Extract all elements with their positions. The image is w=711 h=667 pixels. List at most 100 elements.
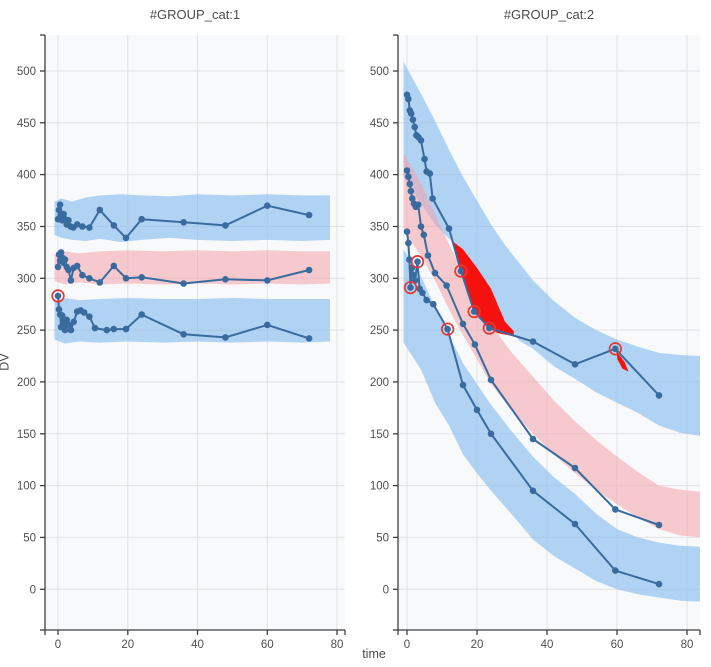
flagged-point-circle (410, 255, 425, 269)
data-point (486, 324, 493, 332)
panel-1: 0 50 100 150 200 250 300 350 400 450 500 0 20 40 60 80 (17, 34, 346, 651)
data-point (405, 173, 412, 180)
axes (393, 34, 701, 635)
data-point (529, 435, 537, 443)
flagged-point-circle (608, 342, 622, 356)
data-point (80, 309, 88, 316)
data-point (67, 277, 75, 284)
data-point (138, 311, 145, 318)
data-point (612, 506, 619, 513)
y-axis-label: DV (0, 353, 12, 371)
data-point (264, 277, 271, 284)
percentile-line-p10 (403, 228, 663, 588)
data-point (65, 217, 72, 224)
percentile-line-p50 (54, 249, 313, 287)
data-point (86, 275, 93, 282)
y-tick-label: 150 (370, 429, 389, 441)
data-point (65, 266, 72, 274)
x-tick-label: 60 (611, 639, 624, 651)
data-point (417, 137, 425, 144)
data-point (407, 110, 415, 117)
tick-labels: 0 50 100 150 200 250 300 350 400 450 500 0 20 40 60 80 (17, 66, 344, 651)
data-point (86, 313, 93, 321)
data-point (264, 202, 271, 209)
data-point (86, 224, 93, 231)
y-tick-label: 300 (370, 273, 389, 285)
data-point (444, 325, 451, 333)
x-tick-label: 40 (191, 639, 204, 651)
data-point (407, 187, 415, 195)
x-tick-label: 80 (681, 639, 694, 651)
data-point (67, 326, 75, 334)
flagged-point-circle (51, 289, 65, 303)
y-tick-label: 200 (370, 377, 389, 389)
data-point (122, 234, 130, 242)
data-point (110, 262, 118, 270)
data-point (103, 326, 111, 334)
data-point (406, 180, 414, 188)
y-tick-label: 400 (17, 170, 36, 182)
y-tick-label: 400 (370, 170, 389, 182)
data-point (409, 195, 416, 202)
data-point (305, 211, 313, 219)
data-point (405, 239, 412, 247)
data-point (222, 276, 229, 283)
y-tick-label: 450 (17, 118, 36, 130)
data-point (571, 361, 579, 368)
x-tick-label: 0 (55, 639, 61, 651)
data-point (63, 316, 70, 324)
data-point (65, 321, 72, 329)
y-tick-label: 200 (17, 377, 36, 389)
data-point (529, 338, 537, 345)
data-point (471, 341, 479, 348)
y-tick-label: 100 (17, 481, 36, 493)
data-point (655, 580, 663, 588)
data-point (414, 201, 422, 208)
y-tick-label: 500 (370, 66, 389, 78)
y-tick-label: 0 (30, 584, 36, 596)
data-point (180, 280, 187, 287)
data-point (407, 284, 414, 291)
data-point (410, 271, 417, 279)
y-tick-label: 250 (17, 325, 36, 337)
y-tick-label: 0 (383, 584, 389, 596)
x-tick-label: 0 (404, 639, 410, 651)
x-tick-label: 20 (471, 639, 484, 651)
data-point (443, 282, 450, 289)
y-tick-label: 300 (17, 273, 36, 285)
data-point (110, 325, 118, 333)
percentile-line-p90 (54, 201, 313, 242)
y-tick-label: 450 (370, 118, 389, 130)
data-point (487, 376, 495, 384)
y-tick-label: 150 (17, 429, 36, 441)
x-tick-label: 20 (121, 639, 134, 651)
data-point (79, 223, 86, 230)
data-point (414, 258, 421, 266)
flagged-point-circle (440, 322, 455, 336)
x-tick-label: 40 (541, 639, 554, 651)
data-point (122, 325, 130, 333)
data-point (305, 266, 313, 274)
data-point (430, 300, 437, 308)
flagged-point-circle (482, 321, 496, 335)
data-point (431, 269, 439, 277)
y-tick-label: 500 (17, 66, 36, 78)
data-point (529, 487, 537, 495)
data-point (122, 275, 130, 282)
y-tick-label: 100 (370, 481, 389, 493)
data-point (419, 289, 426, 297)
y-tick-label: 250 (370, 325, 389, 337)
axes (40, 34, 346, 635)
y-tick-label: 350 (17, 222, 36, 234)
y-tick-label: 50 (23, 532, 36, 544)
data-point (571, 464, 579, 472)
tick-labels: 0 50 100 150 200 250 300 350 400 450 500 0 20 40 60 80 (370, 66, 694, 651)
data-point (612, 567, 619, 574)
data-point (487, 430, 495, 438)
panel-2: 0 50 100 150 200 250 300 350 400 450 500 0 20 40 60 80 (370, 34, 701, 651)
data-point (612, 345, 619, 353)
ci-band-p50-ci (403, 152, 700, 538)
data-point (411, 123, 419, 131)
data-point (459, 381, 467, 389)
data-point (571, 520, 579, 528)
